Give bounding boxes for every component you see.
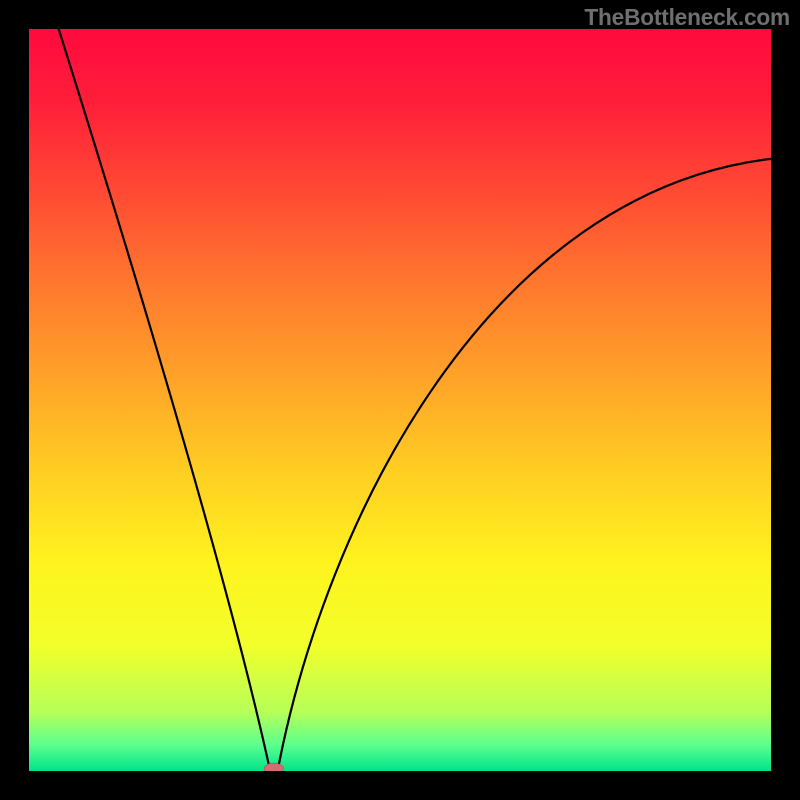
chart-canvas: TheBottleneck.com (0, 0, 800, 800)
gradient-background (29, 29, 771, 771)
bottleneck-curve-chart (0, 0, 800, 800)
watermark-label: TheBottleneck.com (584, 4, 790, 31)
